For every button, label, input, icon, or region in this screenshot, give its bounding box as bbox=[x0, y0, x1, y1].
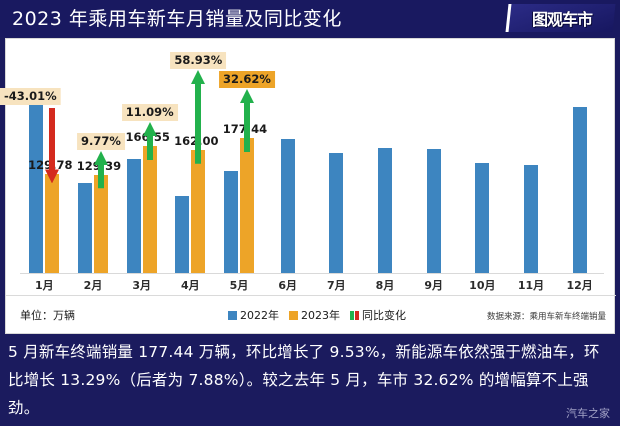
data-source-label: 数据来源：乘用车新车终端销量 bbox=[486, 312, 606, 322]
page-title: 2023 年乘用车新车月销量及同比变化 bbox=[12, 8, 342, 30]
unit-label: 单位：万辆 bbox=[20, 309, 75, 322]
legend-item-2: 同比变化 bbox=[350, 307, 406, 323]
brand-logo-text: 图观车市 bbox=[531, 10, 592, 29]
chart-card: 129.78-43.01%129.399.77%166.5511.09%162.… bbox=[0, 38, 616, 335]
x-axis-label-8月: 8月 bbox=[375, 279, 395, 292]
x-axis-label-12月: 12月 bbox=[566, 279, 593, 292]
x-axis-label-10月: 10月 bbox=[469, 279, 496, 292]
legend-item-1: 2023年 bbox=[289, 307, 340, 323]
bar-2022-4月 bbox=[175, 195, 190, 273]
bar-2022-9月 bbox=[426, 148, 441, 273]
yoy-callout-5月: 32.62% bbox=[219, 70, 275, 88]
legend-item-0: 2022年 bbox=[228, 307, 279, 323]
bar-2023-4月 bbox=[191, 149, 206, 273]
x-axis-label-5月: 5月 bbox=[229, 279, 249, 292]
legend-swatch-dual bbox=[350, 310, 359, 320]
bar-2023-2月 bbox=[94, 174, 108, 273]
bar-2023-3月 bbox=[142, 146, 157, 273]
arrow-up-icon-3月 bbox=[142, 121, 157, 161]
arrow-up-icon-5月 bbox=[240, 88, 254, 153]
legend-label-0: 2022年 bbox=[240, 309, 279, 322]
bar-2022-6月 bbox=[280, 139, 295, 273]
yoy-callout-2月: 9.77% bbox=[77, 133, 125, 151]
bar-2022-11月 bbox=[524, 164, 538, 273]
arrow-up-icon-4月 bbox=[191, 70, 206, 164]
legend-swatch-1 bbox=[289, 310, 298, 320]
chart-legend: 2022年 2023年 同比变化 bbox=[228, 307, 406, 323]
bar-2022-12月 bbox=[572, 106, 587, 273]
bar-2022-3月 bbox=[126, 159, 141, 273]
yoy-callout-3月: 11.09% bbox=[121, 103, 178, 121]
bar-2022-10月 bbox=[475, 162, 490, 273]
chart-footer: 单位：万辆 2022年 2023年 同比变化 数据来源：乘用车新车终端销量 bbox=[6, 295, 616, 335]
x-axis-labels: 1月 2月 3月 4月 5月 6月 7月 8月 9月 10月 11月 12月 bbox=[6, 275, 616, 295]
page-header: 2023 年乘用车新车月销量及同比变化 图观车市 bbox=[0, 0, 620, 37]
bar-2023-5月 bbox=[240, 138, 254, 273]
watermark: 汽车之家 bbox=[566, 407, 610, 420]
arrow-down-icon-1月 bbox=[45, 108, 60, 184]
x-axis-label-9月: 9月 bbox=[424, 279, 443, 292]
bar-2022-7月 bbox=[329, 153, 344, 273]
bar-2022-2月 bbox=[78, 183, 92, 273]
bar-2022-5月 bbox=[224, 171, 238, 273]
x-axis-label-3月: 3月 bbox=[132, 279, 151, 292]
arrow-up-icon-2月 bbox=[94, 151, 108, 189]
bar-2022-1月 bbox=[29, 100, 44, 273]
legend-label-1: 2023年 bbox=[301, 309, 340, 322]
x-axis-label-6月: 6月 bbox=[278, 279, 297, 292]
caption-text: 5 月新车终端销量 177.44 万辆，环比增长了 9.53%，新能源车依然强于… bbox=[8, 343, 600, 417]
x-axis-label-11月: 11月 bbox=[517, 279, 545, 292]
x-axis-label-7月: 7月 bbox=[327, 279, 346, 292]
bar-2022-8月 bbox=[378, 147, 392, 273]
legend-swatch-0 bbox=[228, 310, 237, 320]
yoy-callout-4月: 58.93% bbox=[170, 52, 227, 70]
bar-2023-1月 bbox=[45, 174, 60, 273]
legend-label-2: 同比变化 bbox=[362, 309, 406, 322]
x-axis-label-4月: 4月 bbox=[181, 279, 200, 292]
x-axis-line bbox=[20, 273, 604, 274]
brand-logo: 图观车市 bbox=[505, 4, 616, 32]
x-axis-label-2月: 2月 bbox=[83, 279, 103, 292]
chart-plot-area: 129.78-43.01%129.399.77%166.5511.09%162.… bbox=[0, 39, 616, 279]
yoy-callout-1月: -43.01% bbox=[0, 88, 61, 105]
x-axis-label-1月: 1月 bbox=[35, 279, 54, 292]
